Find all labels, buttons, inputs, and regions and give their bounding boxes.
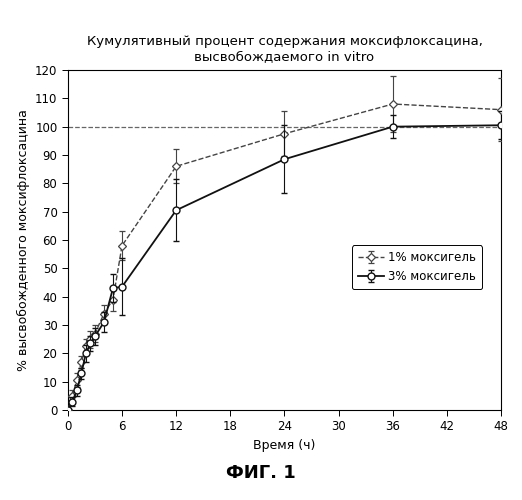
X-axis label: Время (ч): Время (ч) [253, 439, 316, 452]
Legend: 1% моксигель, 3% моксигель: 1% моксигель, 3% моксигель [352, 246, 482, 289]
Text: ФИГ. 1: ФИГ. 1 [226, 464, 296, 481]
Y-axis label: % высвобожденного моксифлоксацина: % высвобожденного моксифлоксацина [16, 109, 30, 371]
Title: Кумулятивный процент содержания моксифлоксацина,
высвобождаемого in vitro: Кумулятивный процент содержания моксифло… [87, 36, 482, 64]
